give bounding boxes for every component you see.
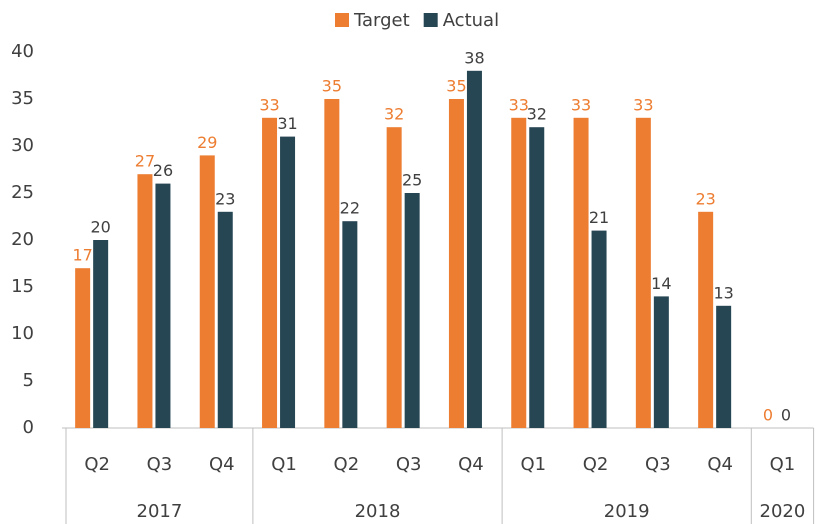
bar (217, 211, 233, 428)
data-label: 29 (197, 133, 217, 152)
bar (342, 221, 358, 428)
legend-label: Target (353, 10, 410, 31)
y-tick-label: 0 (23, 417, 34, 438)
data-label: 38 (464, 48, 484, 67)
data-label: 33 (509, 95, 529, 114)
bar (529, 127, 545, 428)
group-label: 2017 (137, 501, 183, 522)
data-label: 32 (384, 105, 404, 124)
data-label: 23 (695, 189, 715, 208)
y-tick-label: 40 (11, 41, 34, 62)
bar (386, 127, 402, 428)
legend-label: Actual (443, 10, 499, 31)
data-label: 14 (651, 274, 671, 293)
data-label: 0 (781, 406, 791, 425)
data-label: 35 (446, 77, 466, 96)
data-label: 21 (589, 208, 609, 227)
data-label: 31 (277, 114, 297, 133)
y-tick-label: 30 (11, 135, 34, 156)
bar (404, 193, 420, 428)
x-tick-label: Q2 (583, 454, 609, 475)
data-label: 33 (633, 95, 653, 114)
bar (573, 117, 589, 429)
bar (199, 155, 215, 428)
bar (698, 211, 714, 428)
y-tick-label: 5 (23, 370, 34, 391)
bar (93, 240, 109, 428)
legend-swatch (335, 13, 349, 27)
bar (324, 99, 340, 428)
bar (653, 296, 669, 428)
data-label: 25 (402, 171, 422, 190)
x-tick-label: Q3 (645, 454, 671, 475)
data-label: 20 (90, 218, 110, 237)
data-label: 27 (135, 152, 155, 171)
data-label: 26 (153, 161, 173, 180)
x-tick-label: Q4 (458, 454, 484, 475)
bar (137, 174, 153, 428)
data-label: 23 (215, 189, 235, 208)
group-label: 2019 (604, 501, 650, 522)
x-tick-label: Q1 (770, 454, 796, 475)
x-tick-label: Q2 (334, 454, 360, 475)
x-tick-label: Q4 (707, 454, 733, 475)
data-label: 13 (713, 283, 733, 302)
bar (635, 117, 651, 429)
group-label: 2020 (760, 501, 806, 522)
bar (280, 136, 296, 428)
y-tick-label: 10 (11, 323, 34, 344)
data-label: 0 (763, 406, 773, 425)
legend-swatch (423, 13, 438, 27)
x-tick-label: Q1 (520, 454, 546, 475)
y-tick-label: 25 (11, 182, 34, 203)
bar (155, 183, 171, 428)
bar (591, 230, 607, 428)
data-label: 33 (259, 95, 279, 114)
bar (75, 268, 91, 428)
data-label: 35 (322, 77, 342, 96)
bar (448, 99, 464, 428)
data-label: 22 (340, 199, 360, 218)
x-tick-label: Q4 (209, 454, 235, 475)
bar (466, 70, 482, 429)
x-tick-label: Q1 (271, 454, 297, 475)
y-tick-label: 15 (11, 276, 34, 297)
bar (511, 117, 527, 429)
x-tick-label: Q3 (396, 454, 422, 475)
x-tick-label: Q2 (84, 454, 110, 475)
data-label: 32 (527, 105, 547, 124)
x-tick-label: Q3 (147, 454, 173, 475)
bar (716, 305, 732, 428)
data-label: 17 (72, 246, 92, 265)
data-label: 33 (571, 95, 591, 114)
y-tick-label: 35 (11, 88, 34, 109)
group-label: 2018 (355, 501, 401, 522)
bar (262, 117, 278, 429)
y-tick-label: 20 (11, 229, 34, 250)
